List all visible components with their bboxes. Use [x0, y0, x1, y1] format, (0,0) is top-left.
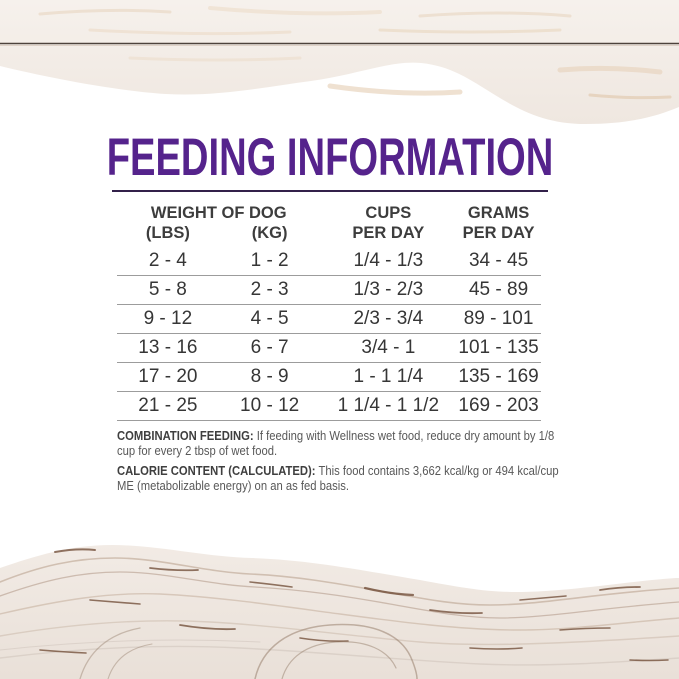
- page-title: FEEDING INFORMATION: [106, 128, 554, 187]
- table-cell: 135 - 169: [458, 366, 539, 387]
- table-cell: 17 - 20: [138, 366, 198, 387]
- cups-label-line2: PER DAY: [352, 224, 425, 242]
- grams-label-line2: PER DAY: [462, 224, 535, 242]
- table-cell: 13 - 16: [138, 337, 198, 358]
- note-calorie-content-text: This food contains 3,662 kcal/kg or 494 …: [117, 464, 559, 493]
- table-cell: 4 - 5: [250, 308, 289, 329]
- table-cell: 1 - 2: [250, 250, 289, 271]
- lbs-label: (LBS): [145, 224, 190, 242]
- table-cell: 6 - 7: [250, 337, 289, 358]
- note-calorie-content: CALORIE CONTENT (CALCULATED): This food …: [117, 464, 569, 493]
- cups-label-line1: CUPS: [365, 204, 412, 222]
- table-row: 9 - 12 4 - 5 2/3 - 3/4 89 - 101: [117, 305, 541, 334]
- table-cell: 34 - 45: [468, 250, 529, 271]
- title-wrap: FEEDING INFORMATION: [0, 131, 660, 184]
- table-cell: 2 - 3: [250, 279, 289, 300]
- table-cell: 2/3 - 3/4: [353, 308, 424, 329]
- table-row: 17 - 20 8 - 9 1 - 1 1/4 135 - 169: [117, 363, 541, 392]
- table-cell: 1/4 - 1/3: [353, 250, 424, 271]
- table-body: 2 - 4 1 - 2 1/4 - 1/3 34 - 45 5 - 8 2 - …: [117, 247, 541, 421]
- column-header-grams: GRAMS PER DAY: [456, 203, 541, 243]
- table-row: 13 - 16 6 - 7 3/4 - 1 101 - 135: [117, 334, 541, 363]
- table-header: WEIGHT OF DOG (LBS) (KG) CUPS PER DAY GR…: [117, 200, 541, 243]
- table-cell: 101 - 135: [458, 337, 539, 358]
- note-calorie-content-label: CALORIE CONTENT (CALCULATED):: [117, 464, 316, 478]
- table-cell: 8 - 9: [250, 366, 289, 387]
- table-cell: 5 - 8: [148, 279, 187, 300]
- kg-label: (KG): [251, 224, 288, 242]
- table-row: 21 - 25 10 - 12 1 1/4 - 1 1/2 169 - 203: [117, 392, 541, 421]
- table-cell: 2 - 4: [148, 250, 187, 271]
- footnotes: COMBINATION FEEDING: If feeding with Wel…: [117, 429, 569, 493]
- table-cell: 89 - 101: [463, 308, 534, 329]
- table-cell: 1 - 1 1/4: [353, 366, 424, 387]
- feeding-table: WEIGHT OF DOG (LBS) (KG) CUPS PER DAY GR…: [117, 200, 541, 421]
- note-combination-feeding-label: COMBINATION FEEDING:: [117, 429, 254, 443]
- note-combination-feeding-text: If feeding with Wellness wet food, reduc…: [117, 429, 555, 458]
- grams-label-line1: GRAMS: [467, 204, 530, 222]
- table-cell: 10 - 12: [240, 395, 300, 416]
- table-row: 2 - 4 1 - 2 1/4 - 1/3 34 - 45: [117, 247, 541, 276]
- table-cell: 45 - 89: [468, 279, 529, 300]
- table-cell: 169 - 203: [458, 395, 539, 416]
- wood-texture-bottom: [0, 545, 679, 679]
- column-header-weight: WEIGHT OF DOG (LBS) (KG): [117, 203, 321, 243]
- wood-top-shape: [0, 0, 679, 124]
- weight-of-dog-label: WEIGHT OF DOG: [150, 204, 287, 222]
- note-combination-feeding: COMBINATION FEEDING: If feeding with Wel…: [117, 429, 569, 458]
- table-cell: 1/3 - 2/3: [353, 279, 424, 300]
- title-underline: [112, 190, 548, 192]
- table-cell: 9 - 12: [143, 308, 193, 329]
- wood-bottom-shape: [0, 545, 679, 679]
- wood-texture-top: [0, 0, 679, 124]
- table-cell: 21 - 25: [138, 395, 198, 416]
- table-row: 5 - 8 2 - 3 1/3 - 2/3 45 - 89: [117, 276, 541, 305]
- table-cell: 1 1/4 - 1 1/2: [337, 395, 440, 416]
- table-cell: 3/4 - 1: [361, 337, 416, 358]
- column-header-cups: CUPS PER DAY: [321, 203, 457, 243]
